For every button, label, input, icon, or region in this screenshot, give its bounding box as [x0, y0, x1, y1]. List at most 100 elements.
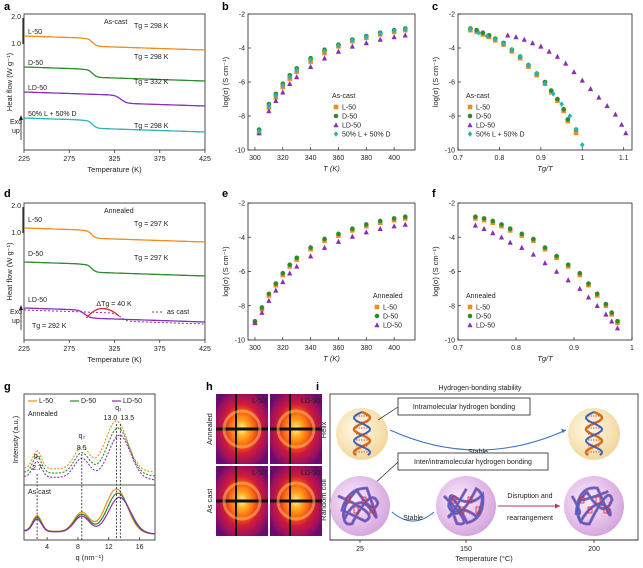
x-tick-label: 375 — [154, 156, 166, 163]
legend-entry: D-50 — [383, 314, 398, 321]
data-point — [534, 70, 540, 77]
tg-label: Tg = 292 K — [32, 323, 67, 330]
dsc-curve — [23, 91, 206, 107]
data-point — [467, 104, 473, 110]
schematic-title: Hydrogen-bonding stability — [439, 385, 522, 392]
x-tick-label: 360 — [333, 155, 345, 162]
y-tick-label: -6 — [239, 269, 245, 276]
panel-title: Annealed — [104, 208, 134, 215]
series-label: D-50 — [28, 251, 43, 258]
x-axis-label: T (K) — [323, 164, 340, 173]
data-point — [266, 102, 272, 109]
y-tick-label: -10 — [445, 338, 455, 345]
data-point — [577, 270, 583, 276]
stable-label: Stable — [468, 449, 488, 456]
data-point — [363, 34, 369, 40]
legend-title: Annealed — [373, 293, 403, 300]
annealed-curve — [23, 434, 156, 481]
data-point — [467, 122, 473, 128]
scale-label: 2.0 — [11, 203, 21, 210]
y-axis-label: Heat flow (W g⁻¹) — [5, 52, 14, 111]
x-tick-label: 1.1 — [619, 155, 629, 162]
data-point — [505, 32, 511, 38]
data-point — [350, 226, 355, 231]
scale-label: 2.0 — [11, 14, 21, 21]
data-point — [480, 30, 486, 35]
legend-entry: L-50 — [39, 398, 53, 405]
data-point — [333, 113, 339, 119]
data-point — [603, 301, 609, 307]
data-point — [561, 106, 566, 112]
delta-arrow — [85, 307, 120, 319]
legend-entry: LD-50 — [476, 323, 495, 330]
data-point — [517, 53, 523, 60]
x-tick-label: 275 — [63, 346, 75, 353]
helix-strand — [352, 410, 372, 457]
data-point — [623, 130, 629, 136]
inter-box — [397, 452, 549, 471]
hbond-marker — [451, 496, 457, 504]
data-point — [554, 53, 561, 59]
peak-symbol: q₃ — [34, 453, 41, 460]
image-label: LD-50 — [301, 470, 320, 477]
data-point — [377, 218, 383, 224]
data-point — [294, 263, 300, 269]
tg-label: Tg = 332 K — [134, 79, 169, 86]
data-point — [513, 34, 519, 40]
y-tick-label: -10 — [235, 148, 245, 155]
panel-letter-d: d — [4, 188, 11, 200]
data-point — [374, 322, 380, 328]
data-point — [498, 234, 505, 240]
data-point — [391, 216, 397, 221]
data-point — [377, 30, 383, 37]
hbond-marker — [603, 506, 609, 514]
panel-b: 300 320 340 360 380 400 -2 -4 -6 -8 -10 T (K) log(σ)… — [221, 12, 416, 173]
x-tick-label: 225 — [18, 346, 30, 353]
y-axis-label: log(σ) (S cm⁻¹) — [221, 56, 230, 107]
data-point — [573, 130, 579, 136]
panel-letter-a: a — [4, 1, 11, 13]
x-axis-label: T (K) — [323, 354, 340, 363]
legend-entry: D-50 — [81, 398, 96, 405]
exo-label: up — [12, 318, 20, 325]
data-point — [559, 101, 564, 107]
x-tick-label: 0.7 — [453, 345, 463, 352]
ascast-curve — [23, 309, 206, 325]
data-point — [604, 103, 610, 109]
data-point — [287, 262, 293, 267]
data-point — [259, 305, 265, 310]
data-point — [391, 28, 397, 34]
hbond-marker — [369, 506, 375, 514]
panel-c: 0.7 0.8 0.9 1 1.1 -2 -4 -6 -8 -10 Tg/T log(σ) (S cm… — [431, 12, 633, 173]
legend-title: Annealed — [466, 293, 496, 300]
data-point — [594, 302, 600, 309]
x-tick-label: 0.9 — [569, 345, 579, 352]
row-label: Annealed — [205, 413, 214, 445]
x-tick-label: 12 — [105, 544, 113, 551]
data-point — [402, 221, 408, 227]
legend-entry: LD-50 — [476, 123, 495, 130]
x-tick-label: 320 — [277, 155, 289, 162]
peak-value: 8.5 — [77, 445, 87, 452]
data-point — [266, 297, 272, 303]
y-tick-label: -8 — [449, 303, 455, 310]
data-point — [603, 311, 609, 317]
ring — [222, 409, 262, 449]
y-tick-label: -6 — [449, 269, 455, 276]
legend-entry: L-50 — [476, 105, 490, 112]
data-point — [259, 309, 265, 315]
panel-letter-e: e — [222, 188, 228, 200]
x-tick-label: 375 — [154, 346, 166, 353]
panel-i: Hydrogen-bonding stability Helix Random co… — [319, 385, 639, 563]
disruption-label: Disruption and — [507, 493, 552, 500]
data-point — [287, 80, 293, 86]
panel-e: 300 320 340 360 380 400 -2 -4 -6 -8 -10 T (K) log(σ)… — [221, 201, 416, 363]
x-tick-label: 8 — [76, 544, 80, 551]
x-axis-label: Tg/T — [537, 354, 554, 363]
legend-entry: L-50 — [476, 305, 490, 312]
data-point — [542, 80, 548, 87]
y-axis-label: log(σ) (S cm⁻¹) — [221, 246, 230, 297]
y-tick-label: -2 — [239, 12, 245, 19]
panel-g: 4 8 12 16 q (nm⁻¹) Intensity (a.u.) Annealed As… — [11, 393, 156, 562]
plot-frame — [23, 393, 156, 541]
